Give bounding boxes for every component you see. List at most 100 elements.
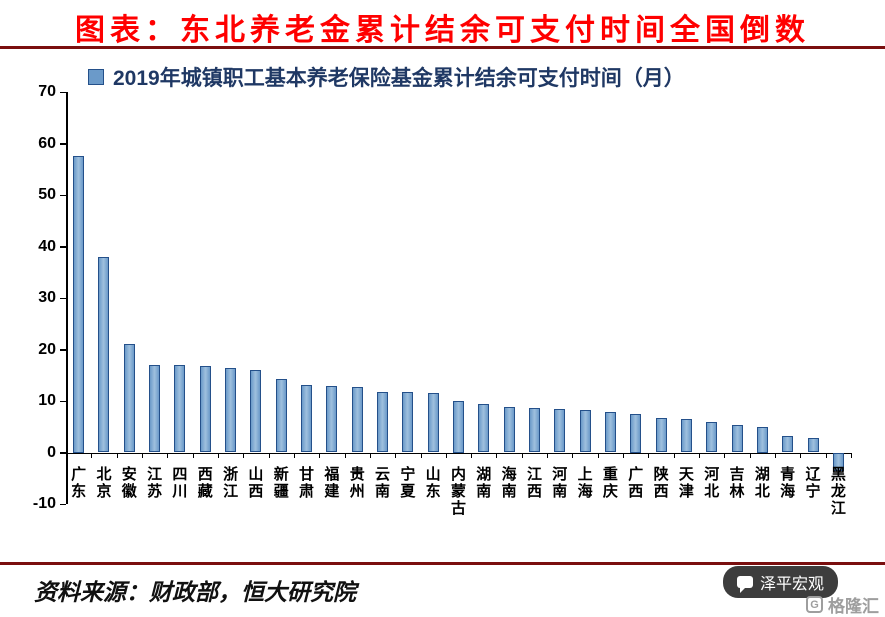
bar (554, 408, 566, 453)
bar (453, 401, 464, 453)
source-text: 资料来源：财政部，恒大研究院 (34, 580, 356, 605)
x-tick-mark (724, 452, 726, 458)
bar (655, 417, 667, 453)
x-axis-label: 湖南 (476, 465, 492, 500)
x-axis-label: 江苏 (147, 465, 163, 500)
x-tick-mark (268, 452, 270, 458)
x-tick-mark (420, 452, 422, 458)
legend-swatch-icon (88, 69, 104, 85)
bar (73, 156, 85, 453)
x-axis-label: 广东 (71, 465, 87, 500)
x-tick-mark (521, 452, 523, 458)
logo-label: 格隆汇 (828, 597, 879, 616)
x-tick-mark (825, 452, 827, 458)
y-tick-label: 50 (38, 186, 56, 203)
x-tick-mark (319, 452, 321, 458)
bar (402, 392, 414, 453)
bar (756, 426, 768, 453)
chart-area: 2019年城镇职工基本养老保险基金累计结余可支付时间（月） 70 60 50 40 30… (0, 52, 885, 560)
x-axis-label: 湖北 (754, 465, 770, 500)
x-tick-mark (116, 452, 118, 458)
y-tick-label: 10 (38, 392, 56, 409)
gelonghui-logo: G 格隆汇 (806, 592, 879, 617)
bar (503, 407, 515, 453)
x-tick-mark (217, 452, 219, 458)
bar (630, 413, 642, 453)
y-tick-mark (60, 349, 66, 351)
x-tick-mark (293, 452, 295, 458)
y-tick-label: -10 (32, 495, 56, 512)
x-axis-label: 河南 (552, 465, 568, 500)
x-tick-mark (141, 452, 143, 458)
x-tick-mark (369, 452, 371, 458)
y-tick-label: 30 (38, 289, 56, 306)
x-axis-label: 重庆 (602, 465, 618, 500)
legend-label: 2019年城镇职工基本养老保险基金累计结余可支付时间（月） (113, 67, 685, 90)
x-tick-mark (445, 452, 447, 458)
footer-divider (0, 562, 885, 565)
page-title: 图表：东北养老金累计结余可支付时间全国倒数 (75, 14, 810, 47)
x-axis-label: 新疆 (273, 465, 289, 500)
watermark-label: 泽平宏观 (759, 576, 824, 593)
y-tick-label: 60 (38, 134, 56, 152)
x-tick-mark (800, 452, 802, 458)
bar (351, 386, 363, 453)
y-tick-label: 0 (47, 443, 56, 461)
logo-g-icon: G (806, 596, 823, 613)
x-axis-label: 海南 (501, 465, 517, 500)
y-tick-mark (60, 503, 66, 505)
x-tick-mark (673, 452, 675, 458)
y-tick-label: 70 (38, 83, 56, 100)
x-tick-mark (243, 452, 245, 458)
bar (427, 392, 439, 453)
y-tick-mark (60, 297, 66, 299)
x-axis-label: 山西 (248, 465, 264, 500)
bar (807, 437, 819, 453)
x-tick-mark (496, 452, 498, 458)
y-tick-mark (60, 91, 66, 93)
chart-legend: 2019年城镇职工基本养老保险基金累计结余可支付时间（月） (88, 62, 685, 92)
bar (604, 411, 616, 453)
title-divider (0, 46, 885, 49)
x-tick-mark (167, 452, 169, 458)
x-tick-mark (749, 452, 751, 458)
y-tick-mark (60, 143, 66, 145)
x-axis-label: 青海 (780, 465, 796, 500)
watermark-badge: 泽平宏观 (722, 566, 838, 598)
x-axis-label: 黑龙江 (830, 465, 846, 517)
x-axis-label: 浙江 (223, 465, 239, 500)
x-axis-label: 甘肃 (299, 465, 315, 500)
x-tick-mark (597, 452, 599, 458)
bar (250, 370, 262, 453)
bar (832, 452, 844, 471)
bar (275, 378, 287, 453)
x-tick-mark (648, 452, 650, 458)
x-axis-label: 辽宁 (805, 465, 821, 500)
x-axis-label: 宁夏 (400, 465, 416, 500)
x-axis-label: 上海 (577, 465, 593, 500)
y-tick-mark (60, 194, 66, 196)
bar (225, 367, 237, 453)
bar (377, 391, 389, 453)
y-tick-mark (60, 246, 66, 248)
x-axis-label: 山东 (425, 465, 441, 500)
x-axis-label: 广西 (628, 465, 644, 500)
y-axis-line (66, 92, 68, 504)
bar (528, 407, 540, 453)
x-tick-mark (572, 452, 574, 458)
x-tick-mark (471, 452, 473, 458)
x-tick-mark (699, 452, 701, 458)
y-tick-label: 20 (38, 340, 56, 358)
y-tick-label: 40 (38, 237, 56, 255)
bar (326, 385, 338, 453)
x-axis-label: 陕西 (653, 465, 669, 500)
x-axis-label: 内蒙古 (450, 465, 466, 517)
x-axis-label: 安徽 (121, 465, 137, 500)
x-axis-line (66, 452, 851, 454)
bar (123, 344, 135, 453)
x-tick-mark (344, 452, 346, 458)
bar (301, 384, 313, 453)
bar (98, 256, 110, 453)
x-axis-label: 河北 (704, 465, 720, 500)
